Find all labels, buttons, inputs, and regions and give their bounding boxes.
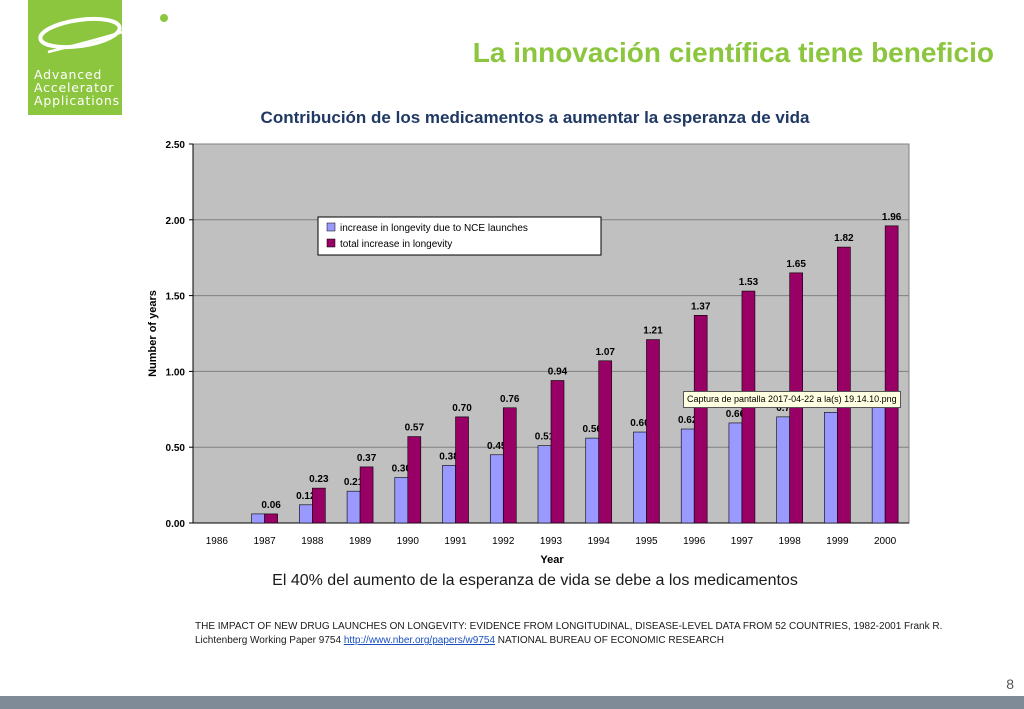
x-tick-label: 2000 — [874, 536, 897, 547]
logo-line-1: Advanced — [34, 67, 103, 82]
bar-total-longevity — [359, 466, 374, 524]
bar-total-longevity — [455, 416, 469, 524]
data-label: 0.62 — [678, 415, 698, 426]
y-tick-label: 0.50 — [166, 443, 186, 454]
x-tick-label: 1997 — [731, 536, 754, 547]
logo-line-3: Applications — [34, 93, 120, 108]
data-label: 1.07 — [595, 347, 615, 358]
reference-publisher: NATIONAL BUREAU OF ECONOMIC RESEARCH — [495, 635, 724, 646]
x-tick-label: 1998 — [779, 536, 802, 547]
x-tick-label: 1999 — [826, 536, 849, 547]
data-label: 1.96 — [882, 212, 902, 223]
bar-total-longevity — [693, 315, 708, 524]
data-label: 0.21 — [344, 477, 364, 488]
bar-nce-launches — [537, 445, 552, 524]
bar-nce-launches — [824, 412, 838, 524]
x-tick-label: 1992 — [492, 536, 515, 547]
reference-link[interactable]: http://www.nber.org/papers/w9754 — [343, 635, 496, 646]
reference-citation: THE IMPACT OF NEW DRUG LAUNCHES ON LONGE… — [195, 620, 955, 648]
y-axis-title: Number of years — [147, 290, 159, 377]
bar-total-longevity — [598, 360, 613, 524]
data-label: 0.70 — [452, 403, 472, 414]
y-tick-label: 2.50 — [166, 140, 186, 151]
bar-nce-launches — [728, 422, 743, 524]
bar-total-longevity — [407, 436, 422, 524]
data-label: 0.23 — [309, 474, 329, 485]
x-axis-title: Year — [540, 554, 564, 566]
x-tick-label: 1989 — [349, 536, 372, 547]
bar-nce-launches — [776, 416, 790, 524]
x-tick-label: 1988 — [301, 536, 324, 547]
chart-title: Contribución de los medicamentos a aumen… — [260, 108, 810, 127]
data-label: 0.94 — [548, 366, 568, 377]
bar-total-longevity — [502, 407, 517, 524]
data-label: 0.66 — [726, 409, 746, 420]
x-tick-label: 1986 — [206, 536, 229, 547]
data-label: 1.65 — [786, 259, 806, 270]
bar-nce-launches — [299, 504, 313, 524]
bar-nce-launches — [680, 428, 695, 524]
data-label: 0.57 — [405, 423, 425, 434]
bar-total-longevity — [550, 380, 565, 524]
legend-label: total increase in longevity — [340, 239, 452, 250]
y-tick-label: 1.00 — [166, 367, 186, 378]
data-label: 0.76 — [500, 394, 520, 405]
company-logo: Advanced Accelerator Applications — [28, 0, 168, 115]
bar-nce-launches — [489, 454, 504, 524]
data-label: 0.60 — [630, 418, 650, 429]
x-tick-label: 1994 — [588, 536, 611, 547]
filename-tooltip: Captura de pantalla 2017-04-22 a la(s) 1… — [683, 391, 901, 408]
logo-swoosh-icon — [38, 14, 168, 54]
data-label: 1.21 — [643, 326, 663, 337]
bar-chart: 0.00 0.50 1.00 1.50 2.00 2.50 1986 1987 0.06 1988… — [147, 140, 910, 566]
x-tick-label: 1987 — [253, 536, 276, 547]
x-tick-label: 1993 — [540, 536, 563, 547]
data-label: 0.06 — [261, 500, 281, 511]
x-tick-label: 1995 — [635, 536, 658, 547]
bar-total-longevity — [264, 513, 278, 524]
legend-label: increase in longevity due to NCE launche… — [340, 223, 528, 234]
legend-swatch — [326, 238, 336, 248]
data-label: 0.51 — [535, 432, 555, 443]
bar-nce-launches — [346, 490, 361, 524]
bar-nce-launches — [633, 431, 647, 524]
data-label: 0.45 — [487, 441, 507, 452]
y-tick-label: 1.50 — [166, 292, 186, 303]
legend-swatch — [326, 222, 336, 232]
reference-text: THE IMPACT OF NEW DRUG LAUNCHES ON LONGE… — [195, 621, 943, 646]
bar-total-longevity — [312, 487, 326, 524]
data-label: 0.30 — [392, 464, 412, 475]
x-tick-label: 1990 — [397, 536, 420, 547]
data-label: 0.7 — [776, 403, 790, 414]
data-label: 0.56 — [582, 424, 602, 435]
page-number: 8 — [1006, 676, 1014, 692]
data-label: 0.37 — [357, 453, 377, 464]
slide-title: La innovación científica tiene beneficio — [472, 37, 994, 68]
data-label: 1.53 — [739, 277, 759, 288]
bar-nce-launches — [442, 465, 456, 524]
logo-line-2: Accelerator — [34, 80, 115, 95]
y-tick-label: 0.00 — [166, 519, 186, 530]
bar-nce-launches — [871, 404, 886, 524]
chart-caption: El 40% del aumento de la esperanza de vi… — [272, 572, 798, 589]
data-label: 1.82 — [834, 233, 854, 244]
data-label: 0.38 — [439, 451, 459, 462]
footer-bar — [0, 696, 1024, 709]
x-tick-label: 1996 — [683, 536, 706, 547]
bar-total-longevity — [884, 225, 899, 524]
data-label: 0.12 — [296, 491, 316, 502]
y-tick-label: 2.00 — [166, 216, 186, 227]
bar-total-longevity — [646, 339, 660, 524]
legend-box — [317, 216, 602, 256]
x-tick-label: 1991 — [444, 536, 467, 547]
bar-nce-launches — [251, 513, 265, 524]
bar-nce-launches — [585, 437, 600, 524]
logo-wordmark: Advanced Accelerator Applications — [34, 68, 124, 107]
bar-total-longevity — [837, 246, 851, 524]
bar-nce-launches — [394, 477, 409, 524]
data-label: 1.37 — [691, 301, 711, 312]
